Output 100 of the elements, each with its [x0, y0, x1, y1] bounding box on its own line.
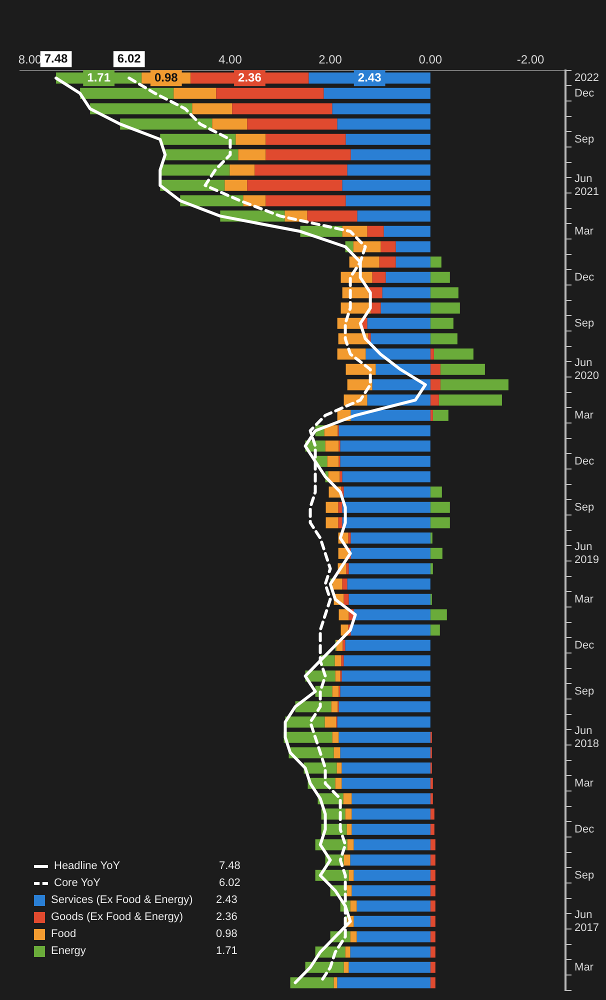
bar — [350, 624, 430, 636]
bar — [338, 701, 430, 712]
bar — [370, 333, 430, 344]
bar — [247, 118, 338, 130]
bar — [367, 318, 430, 329]
bar — [340, 686, 430, 697]
bar — [338, 425, 430, 436]
bar — [430, 839, 436, 850]
bar — [120, 118, 212, 130]
bar — [347, 379, 372, 390]
bar — [348, 870, 354, 881]
bar — [430, 548, 442, 559]
y-tick-label: Dec — [574, 639, 595, 652]
bar — [332, 103, 430, 114]
y-tick-label: Dec — [574, 823, 595, 836]
bar — [342, 670, 430, 682]
bar — [348, 594, 430, 605]
bar — [356, 900, 430, 912]
bar — [307, 210, 358, 222]
bar — [346, 824, 352, 835]
y-tick-label: Mar — [574, 777, 594, 790]
legend-label: Energy — [51, 944, 87, 960]
bar — [382, 287, 430, 298]
bar — [430, 394, 439, 406]
y-tick-label: Jun 2018 — [574, 724, 600, 750]
y-tick-label: Sep — [574, 685, 594, 698]
bar — [328, 471, 340, 482]
bar — [324, 716, 336, 728]
y-tick-label: Mar — [574, 593, 594, 606]
y-tick-label: Jun 2021 — [574, 172, 600, 198]
bar — [342, 762, 430, 774]
bar — [354, 870, 430, 881]
bar — [224, 180, 248, 191]
y-tick-label: Mar — [574, 225, 594, 238]
bar — [354, 609, 430, 620]
bar — [340, 747, 430, 758]
bar — [238, 149, 266, 160]
bar — [372, 272, 386, 283]
bar — [160, 164, 230, 176]
data-label: 7.48 — [44, 51, 68, 66]
bar — [335, 670, 340, 682]
bar — [379, 256, 396, 268]
legend-label: Services (Ex Food & Energy) — [51, 893, 194, 908]
bar — [430, 870, 436, 881]
bar — [430, 793, 433, 804]
bar — [430, 778, 433, 789]
bar — [326, 502, 338, 513]
y-tick-label: Sep — [574, 133, 594, 146]
bar — [432, 410, 448, 421]
bar — [352, 793, 430, 804]
bar — [430, 563, 433, 574]
bar — [440, 364, 485, 375]
data-label: 6.02 — [117, 51, 142, 66]
bar — [345, 640, 430, 651]
bar — [430, 272, 450, 283]
bar — [430, 333, 458, 344]
bar — [341, 655, 344, 666]
bar — [430, 885, 436, 896]
bar — [345, 946, 350, 958]
bar — [430, 287, 458, 298]
bar — [230, 164, 255, 176]
bar — [344, 962, 349, 973]
bar — [335, 778, 342, 789]
bar — [434, 348, 474, 360]
bar — [334, 655, 342, 666]
bar — [332, 686, 339, 697]
bar — [216, 88, 324, 99]
bar — [324, 88, 430, 99]
bar — [350, 900, 357, 912]
bar — [350, 946, 430, 958]
bar — [347, 578, 430, 590]
bar — [338, 732, 430, 743]
bar — [350, 548, 430, 559]
bar — [342, 640, 346, 651]
bar — [376, 364, 430, 375]
x-tick-label: 4.00 — [218, 52, 242, 67]
bar — [346, 134, 430, 145]
bar — [334, 977, 338, 988]
text: 7.48 — [219, 860, 240, 872]
text: 2.43 — [216, 894, 238, 906]
y-tick-label: Sep — [574, 501, 594, 514]
y-tick-label: Dec — [574, 87, 595, 100]
bar — [342, 778, 430, 789]
bar — [342, 180, 430, 191]
bar — [430, 256, 442, 268]
bar — [266, 195, 346, 206]
bar — [337, 716, 430, 728]
bar — [212, 118, 248, 130]
bar — [352, 808, 430, 820]
bar — [266, 134, 346, 145]
bar — [430, 318, 454, 329]
data-label: 1.71 — [87, 70, 111, 84]
y-tick-label: Sep — [574, 869, 594, 882]
bar — [331, 701, 338, 712]
bar — [348, 532, 351, 544]
bar — [247, 180, 342, 191]
legend-label: Core YoY — [54, 876, 102, 892]
bar — [430, 502, 450, 513]
bar — [332, 732, 339, 743]
bar — [430, 379, 440, 390]
